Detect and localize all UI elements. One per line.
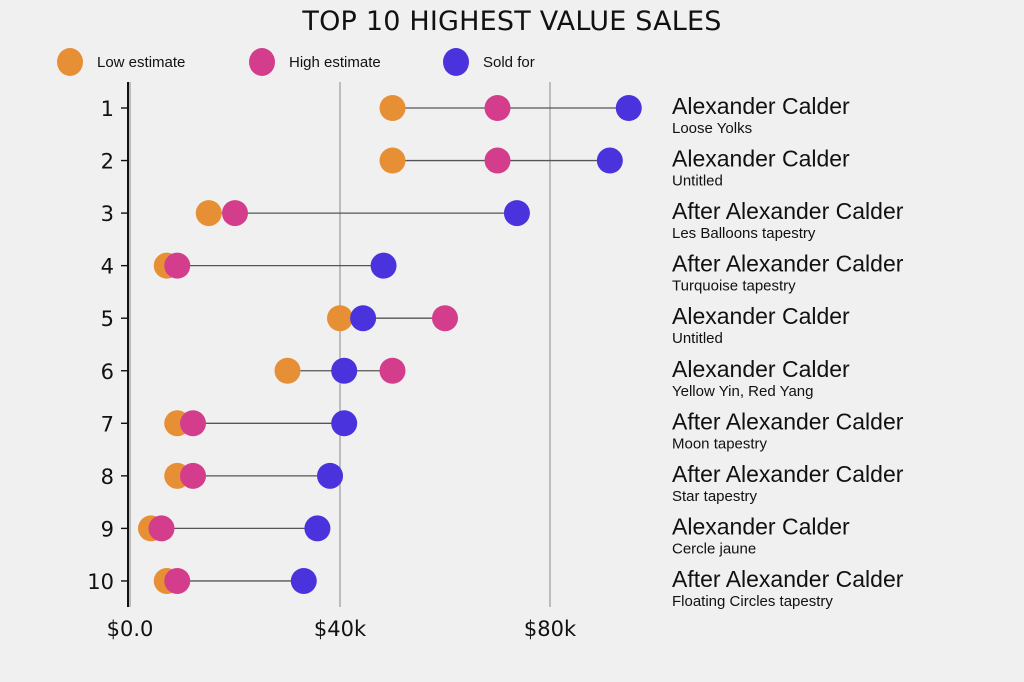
x-tick-label: $80k bbox=[524, 617, 577, 641]
point-sold-for bbox=[370, 252, 397, 279]
artwork-label: Turquoise tapestry bbox=[672, 278, 796, 295]
artist-label: Alexander Calder bbox=[672, 146, 850, 172]
point-high-estimate bbox=[164, 252, 191, 279]
point-low-estimate bbox=[195, 200, 222, 227]
artwork-label: Les Balloons tapestry bbox=[672, 225, 816, 242]
point-sold-for bbox=[350, 305, 377, 332]
legend-swatch-low-estimate bbox=[57, 48, 83, 76]
artwork-label: Loose Yolks bbox=[672, 120, 752, 137]
x-tick-label: $0.0 bbox=[107, 617, 154, 641]
legend-swatch-high-estimate bbox=[249, 48, 275, 76]
point-high-estimate bbox=[180, 462, 206, 489]
artist-label: After Alexander Calder bbox=[672, 251, 904, 277]
legend-label-low-estimate: Low estimate bbox=[97, 53, 186, 71]
legend-label-sold-for: Sold for bbox=[483, 53, 535, 71]
artwork-label: Floating Circles tapestry bbox=[672, 593, 833, 610]
point-low-estimate bbox=[379, 95, 406, 121]
legend-label-high-estimate: High estimate bbox=[289, 53, 381, 71]
legend-item-high-estimate: High estimate bbox=[249, 47, 381, 77]
point-high-estimate bbox=[484, 95, 511, 121]
legend-swatch-sold-for bbox=[443, 48, 469, 76]
artist-label: Alexander Calder bbox=[672, 356, 850, 382]
point-high-estimate bbox=[379, 357, 406, 384]
point-low-estimate bbox=[327, 305, 353, 332]
artist-label: After Alexander Calder bbox=[672, 198, 904, 224]
artwork-label: Untitled bbox=[672, 173, 723, 190]
y-tick-label: 4 bbox=[101, 255, 114, 279]
point-sold-for bbox=[331, 357, 358, 384]
point-high-estimate bbox=[432, 305, 458, 332]
y-tick-label: 1 bbox=[101, 97, 114, 121]
artist-label: After Alexander Calder bbox=[672, 566, 904, 592]
connectors bbox=[151, 107, 629, 582]
artist-label: Alexander Calder bbox=[672, 513, 850, 539]
y-tick-label: 2 bbox=[101, 150, 114, 174]
artist-label: After Alexander Calder bbox=[672, 461, 904, 487]
artwork-label: Cercle jaune bbox=[672, 540, 756, 557]
artist-label: After Alexander Calder bbox=[672, 408, 904, 434]
point-sold-for bbox=[503, 200, 530, 227]
y-tick-label: 8 bbox=[101, 465, 114, 489]
point-sold-for bbox=[615, 95, 642, 121]
point-sold-for bbox=[290, 567, 317, 594]
point-high-estimate bbox=[164, 567, 191, 594]
artwork-label: Untitled bbox=[672, 330, 723, 347]
legend-item-low-estimate: Low estimate bbox=[57, 47, 185, 77]
point-sold-for bbox=[596, 147, 623, 174]
data-points bbox=[138, 95, 642, 594]
point-sold-for bbox=[304, 515, 331, 542]
y-tick-label: 3 bbox=[101, 202, 114, 226]
point-high-estimate bbox=[484, 147, 511, 174]
point-high-estimate bbox=[148, 515, 175, 542]
axes: $0.0 $40k $80k 1 2 3 4 5 6 7 8 9 10 bbox=[87, 82, 577, 641]
y-tick-label: 10 bbox=[87, 570, 114, 594]
point-low-estimate bbox=[379, 147, 406, 174]
x-tick-label: $40k bbox=[314, 617, 367, 641]
artwork-label: Moon tapestry bbox=[672, 435, 768, 452]
artist-label: Alexander Calder bbox=[672, 93, 850, 119]
point-sold-for bbox=[317, 462, 344, 489]
point-low-estimate bbox=[274, 357, 301, 384]
y-tick-label: 9 bbox=[101, 517, 114, 541]
artist-label: Alexander Calder bbox=[672, 303, 850, 329]
point-high-estimate bbox=[180, 410, 206, 437]
artwork-label: Yellow Yin, Red Yang bbox=[672, 383, 814, 400]
y-tick-label: 6 bbox=[101, 360, 114, 384]
point-sold-for bbox=[331, 410, 358, 437]
chart-title: TOP 10 HIGHEST VALUE SALES bbox=[302, 6, 722, 37]
y-tick-label: 5 bbox=[101, 307, 114, 331]
artwork-label: Star tapestry bbox=[672, 488, 758, 505]
y-tick-label: 7 bbox=[101, 412, 114, 436]
legend-item-sold-for: Sold for bbox=[443, 47, 535, 77]
point-high-estimate bbox=[222, 200, 248, 227]
gridlines bbox=[129, 82, 551, 607]
